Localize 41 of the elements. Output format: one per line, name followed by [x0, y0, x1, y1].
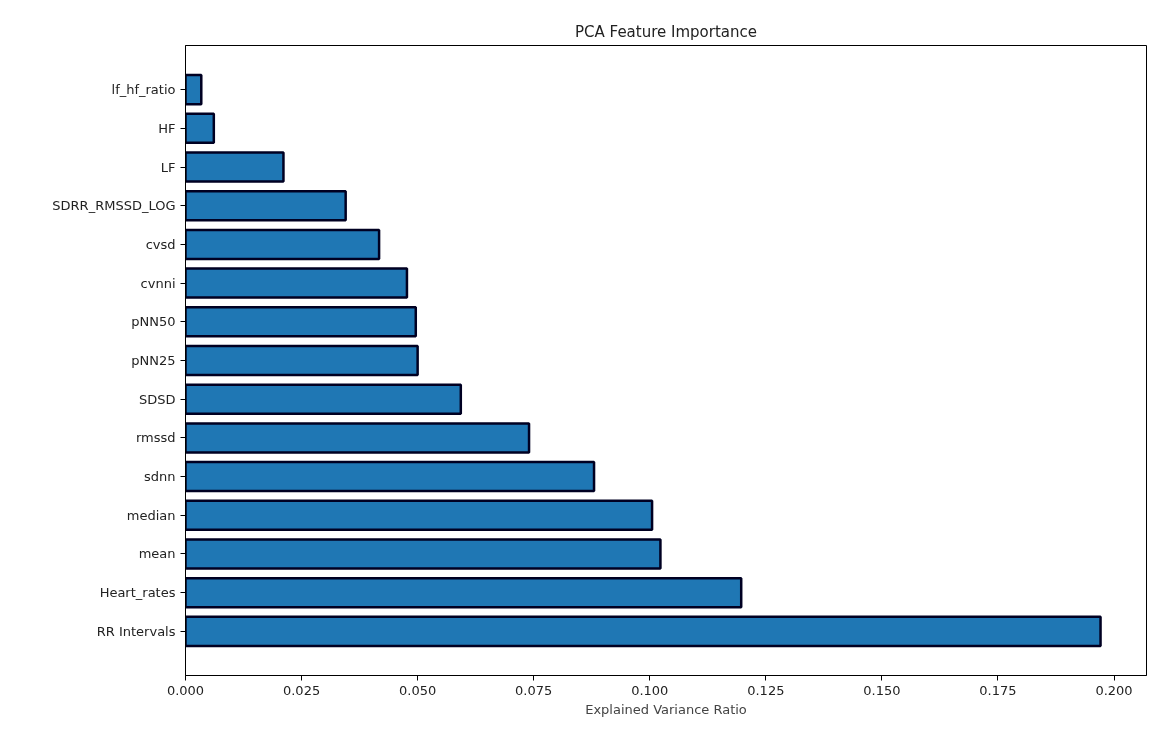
y-tick-label: cvnni: [140, 275, 176, 291]
y-tick-label: sdnn: [144, 469, 176, 485]
y-tick-label: pNN25: [131, 353, 176, 368]
x-tick-label: 0.000: [166, 682, 205, 698]
bar: [185, 189, 347, 222]
y-tick-label: RR Intervals: [96, 623, 176, 639]
y-tick-label: median: [126, 507, 176, 523]
bar: [185, 383, 463, 415]
bar: [185, 306, 418, 338]
x-axis-title: Explained Variance Ratio: [585, 701, 747, 717]
x-tick-label: 0.025: [282, 682, 321, 698]
y-tick-label: pNN50: [131, 314, 176, 330]
x-tick-label: 0.125: [747, 682, 785, 698]
bar: [185, 615, 1102, 648]
y-tick-label: rmssd: [135, 430, 176, 446]
bar: [185, 576, 743, 609]
x-tick-label: 0.150: [863, 682, 901, 698]
bar: [185, 228, 381, 261]
x-tick-label: 0.075: [515, 682, 553, 698]
x-tick-label: 0.100: [631, 682, 669, 698]
x-tick-label: 0.200: [1095, 682, 1133, 698]
y-tick-label: Heart_rates: [99, 585, 176, 601]
bar: [185, 151, 285, 183]
bar: [185, 538, 662, 570]
bar: [185, 267, 409, 299]
y-tick-label: SDRR_RMSSD_LOG: [52, 198, 176, 214]
y-tick-label: mean: [138, 546, 176, 562]
bar: [185, 73, 203, 106]
y-tick-label: LF: [160, 159, 176, 175]
bar: [185, 499, 654, 532]
y-tick-label: HF: [158, 120, 176, 136]
y-tick-label: lf_hf_ratio: [111, 82, 176, 98]
bar: [185, 422, 531, 454]
y-tick-label: cvsd: [145, 236, 176, 252]
bar: [185, 344, 419, 377]
x-tick-label: 0.175: [979, 682, 1017, 698]
chart-title: PCA Feature Importance: [575, 22, 757, 41]
bar: [185, 460, 596, 493]
bar: [185, 112, 216, 145]
x-tick-label: 0.050: [399, 682, 437, 698]
y-tick-label: SDSD: [138, 391, 176, 407]
